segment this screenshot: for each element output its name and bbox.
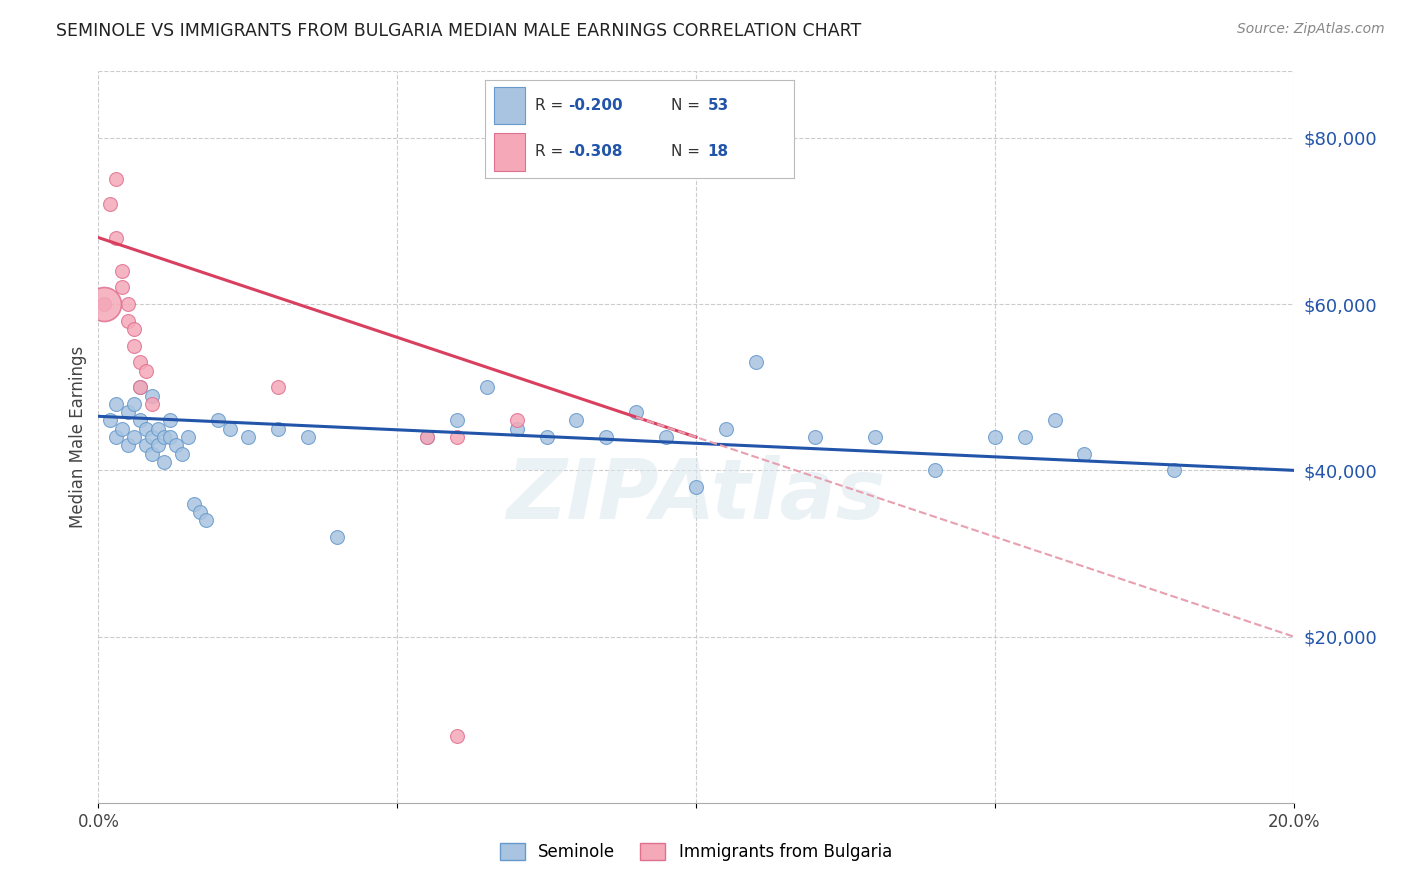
Point <box>188 505 211 519</box>
Point <box>111 422 134 436</box>
Point <box>475 380 498 394</box>
Point <box>1163 463 1185 477</box>
Point <box>159 430 181 444</box>
Point <box>626 405 648 419</box>
Point <box>105 430 128 444</box>
FancyBboxPatch shape <box>495 133 526 170</box>
Text: SEMINOLE VS IMMIGRANTS FROM BULGARIA MEDIAN MALE EARNINGS CORRELATION CHART: SEMINOLE VS IMMIGRANTS FROM BULGARIA MED… <box>56 22 862 40</box>
Point <box>865 430 887 444</box>
Point <box>105 172 128 186</box>
Point <box>326 530 349 544</box>
Text: 53: 53 <box>707 98 730 113</box>
FancyBboxPatch shape <box>495 87 526 124</box>
Point <box>207 413 229 427</box>
Point <box>93 297 115 311</box>
Point <box>745 355 768 369</box>
Point <box>148 438 170 452</box>
Point <box>93 297 115 311</box>
Point <box>506 413 529 427</box>
Text: R =: R = <box>534 145 568 160</box>
Point <box>129 355 152 369</box>
Point <box>685 480 707 494</box>
Text: Source: ZipAtlas.com: Source: ZipAtlas.com <box>1237 22 1385 37</box>
Point <box>129 380 152 394</box>
Point <box>111 280 134 294</box>
Point <box>117 314 139 328</box>
Point <box>129 380 152 394</box>
Point <box>124 322 146 336</box>
Point <box>98 197 122 211</box>
Point <box>153 455 176 469</box>
Point <box>506 422 529 436</box>
Point <box>124 338 146 352</box>
Point <box>129 413 152 427</box>
Point <box>195 513 218 527</box>
Point <box>1073 447 1095 461</box>
Point <box>148 422 170 436</box>
Point <box>141 388 163 402</box>
Text: -0.308: -0.308 <box>568 145 623 160</box>
Point <box>565 413 588 427</box>
Point <box>1043 413 1066 427</box>
Point <box>117 297 139 311</box>
Point <box>135 438 157 452</box>
Point <box>536 430 558 444</box>
Point <box>219 422 242 436</box>
Point <box>297 430 319 444</box>
Point <box>111 264 134 278</box>
Point <box>655 430 678 444</box>
Point <box>446 413 468 427</box>
Text: ZIPAtlas: ZIPAtlas <box>506 455 886 536</box>
Point <box>1014 430 1036 444</box>
Point <box>124 397 146 411</box>
Point <box>141 430 163 444</box>
Text: N =: N = <box>671 145 704 160</box>
Point <box>141 447 163 461</box>
Text: -0.200: -0.200 <box>568 98 623 113</box>
Point <box>804 430 827 444</box>
Point <box>267 422 290 436</box>
Point <box>135 363 157 377</box>
Point <box>446 430 468 444</box>
Point <box>159 413 181 427</box>
Point <box>183 497 205 511</box>
Point <box>177 430 200 444</box>
Legend: Seminole, Immigrants from Bulgaria: Seminole, Immigrants from Bulgaria <box>494 836 898 868</box>
Point <box>267 380 290 394</box>
Point <box>236 430 259 444</box>
Point <box>924 463 946 477</box>
Point <box>165 438 187 452</box>
Point <box>105 230 128 244</box>
Text: R =: R = <box>534 98 568 113</box>
Point <box>98 413 122 427</box>
Point <box>141 397 163 411</box>
Point <box>446 729 468 743</box>
Point <box>595 430 617 444</box>
Point <box>416 430 439 444</box>
Point <box>135 422 157 436</box>
Point <box>117 405 139 419</box>
Y-axis label: Median Male Earnings: Median Male Earnings <box>69 346 87 528</box>
Point <box>172 447 194 461</box>
Point <box>984 430 1007 444</box>
Point <box>714 422 737 436</box>
Point <box>117 438 139 452</box>
Point <box>124 430 146 444</box>
Point <box>153 430 176 444</box>
Text: 18: 18 <box>707 145 728 160</box>
Point <box>416 430 439 444</box>
Point <box>105 397 128 411</box>
Text: N =: N = <box>671 98 704 113</box>
